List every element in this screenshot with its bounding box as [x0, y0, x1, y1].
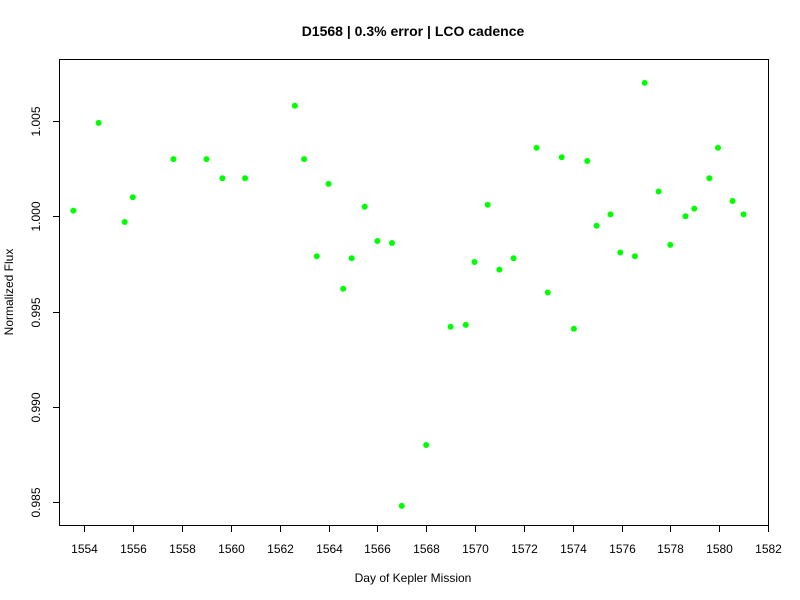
data-point [361, 203, 368, 210]
x-tick-label: 1556 [120, 542, 147, 556]
data-point [313, 253, 320, 260]
x-tick-label: 1568 [413, 542, 440, 556]
data-point [170, 156, 177, 163]
x-tick-label: 1570 [462, 542, 489, 556]
data-point [607, 211, 614, 218]
y-axis-label: Normalized Flux [2, 249, 16, 336]
x-axis-label: Day of Kepler Mission [355, 571, 472, 585]
x-tick-label: 1560 [218, 542, 245, 556]
data-point [617, 249, 624, 256]
data-point [667, 241, 674, 248]
x-tick-label: 1574 [560, 542, 587, 556]
data-point [462, 321, 469, 328]
x-tick-label: 1580 [706, 542, 733, 556]
data-point [510, 255, 517, 262]
data-point [291, 102, 298, 109]
data-point [423, 442, 430, 448]
y-tick-label: 0.985 [29, 487, 43, 517]
data-points [70, 79, 747, 509]
data-point [641, 79, 648, 86]
data-point [398, 502, 405, 509]
data-point [121, 219, 128, 225]
x-tick-label: 1578 [657, 542, 684, 556]
x-tick-label: 1572 [511, 542, 538, 556]
data-point [484, 201, 491, 208]
x-tick-label: 1582 [755, 542, 782, 556]
data-point [706, 175, 713, 182]
data-point [558, 154, 565, 161]
y-tick-label: 1.005 [29, 106, 43, 136]
x-tick-label: 1564 [316, 542, 343, 556]
chart-title: D1568 | 0.3% error | LCO cadence [302, 23, 525, 39]
data-point [374, 238, 381, 244]
data-point [389, 240, 395, 246]
data-point [544, 289, 551, 296]
y-axis: 0.985 0.990 0.995 1.000 1.005 [29, 106, 60, 518]
data-point [348, 255, 355, 262]
data-point [584, 158, 591, 164]
data-point [129, 194, 136, 201]
x-tick-label: 1554 [71, 542, 98, 556]
data-point [691, 205, 698, 212]
data-point [203, 156, 210, 163]
data-point [325, 180, 332, 187]
data-point [219, 175, 226, 182]
y-tick-label: 0.990 [29, 392, 43, 422]
x-tick-label: 1576 [609, 542, 636, 556]
data-point [471, 259, 478, 265]
data-point [740, 211, 747, 218]
data-point [242, 175, 249, 182]
data-point [655, 188, 662, 195]
data-point [70, 207, 77, 214]
y-tick-label: 1.000 [29, 201, 43, 231]
x-tick-label: 1566 [364, 542, 391, 556]
y-tick-label: 0.995 [29, 297, 43, 327]
data-point [682, 213, 689, 220]
data-point [447, 323, 454, 330]
plot-frame [59, 59, 769, 526]
data-point [496, 266, 503, 273]
data-point [533, 144, 540, 151]
x-tick-label: 1558 [169, 542, 196, 556]
data-point [729, 198, 736, 204]
data-point [95, 119, 102, 126]
data-point [301, 156, 308, 163]
data-point [631, 253, 638, 260]
data-point [715, 144, 721, 151]
x-axis: 1554 1556 1558 1560 1562 1564 1566 1568 1570 1572… [71, 525, 782, 556]
data-point [570, 325, 577, 332]
data-point [340, 285, 347, 292]
data-point [593, 222, 600, 229]
x-tick-label: 1562 [267, 542, 294, 556]
